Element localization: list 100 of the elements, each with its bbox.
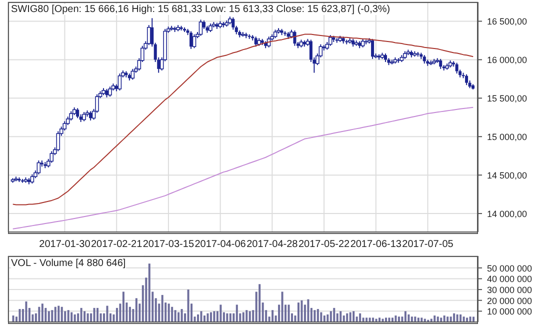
bar [25,301,28,322]
bar [359,313,362,322]
bar [128,306,131,322]
x-tick-label: 2017-07-05 [402,239,454,250]
bar [51,310,54,322]
x-tick-label: 2017-04-28 [246,239,298,250]
candlestick [190,30,193,50]
bar [323,316,326,322]
y-tick-label: 16 000,00 [487,55,528,66]
candlestick [192,34,196,49]
candlestick [50,150,54,164]
bar [385,318,387,322]
candlestick [455,62,458,74]
bar [171,306,174,322]
y-tick-label: 14 500,00 [487,170,528,181]
bar [161,294,164,322]
bar [307,299,310,322]
bar [220,304,222,322]
bar [213,311,216,322]
x-tick-label: 2017-01-30 [39,239,91,250]
bar [453,313,456,322]
candlestick [118,73,122,91]
x-tick-label: 2017-02-21 [91,239,143,250]
candlestick [36,160,41,175]
bar [368,318,371,322]
bar [362,318,364,322]
bar [197,314,199,322]
chart-title: VOL - Volume [4 880 646] [11,258,126,269]
bar [404,311,406,322]
bar [320,312,322,322]
bar [206,313,209,322]
candlestick [30,174,34,184]
bar [408,314,410,322]
candlestick [439,58,442,70]
bar [436,316,439,322]
bar [236,304,238,322]
candlestick [465,74,468,86]
bar [440,318,442,322]
y-tick-label: 30 000 000 [487,285,532,296]
candlestick [130,68,135,80]
candlestick [76,108,80,119]
bar [316,309,319,322]
candlestick [371,38,374,60]
candlestick [89,110,92,121]
bar [288,304,290,322]
bar [414,316,416,322]
line-series [12,106,474,230]
bar [300,300,303,322]
bar [44,308,47,322]
y-tick-label: 14 000,00 [487,209,528,220]
bar [462,316,465,322]
bar [450,316,452,322]
bar [242,312,244,322]
bar [248,311,251,322]
bar [41,304,44,322]
bar [48,311,50,322]
x-tick-label: 2017-04-06 [194,239,246,250]
candlestick [328,34,332,46]
bar [168,304,170,322]
bar [180,309,183,322]
candlestick [108,86,112,98]
bar [443,316,446,322]
bar [314,310,316,322]
candlestick [198,19,203,36]
bar [456,314,458,322]
bar [398,316,400,322]
bar [96,308,99,322]
bar [366,318,368,322]
bar [210,312,212,322]
bar [333,308,336,322]
bar [472,316,475,322]
candlestick [293,30,296,46]
bar [258,284,261,322]
bar [410,316,413,322]
bar [466,318,468,322]
bar [12,316,14,322]
x-tick-label: 2017-03-15 [142,239,194,250]
bar [346,313,348,322]
y-tick-label: 16 500,00 [487,16,528,27]
bar [174,310,176,322]
candlestick [69,110,73,121]
bar [281,292,284,322]
bar [116,308,118,322]
bar [372,318,374,322]
bar [74,314,76,322]
bar [67,310,70,322]
bar [122,292,124,322]
bar [60,306,63,322]
x-tick-label: 2017-06-13 [350,239,402,250]
bar [394,316,397,322]
bar [272,310,274,322]
y-tick-label: 50 000 000 [487,263,532,274]
bar [352,311,355,322]
y-tick-label: 10 000 000 [487,306,532,317]
bar [86,313,89,322]
x-tick-label: 2017-05-22 [298,239,350,250]
y-tick-label: 20 000 000 [487,296,532,306]
candlestick [254,36,258,48]
bar [378,318,381,322]
bar [93,308,96,322]
